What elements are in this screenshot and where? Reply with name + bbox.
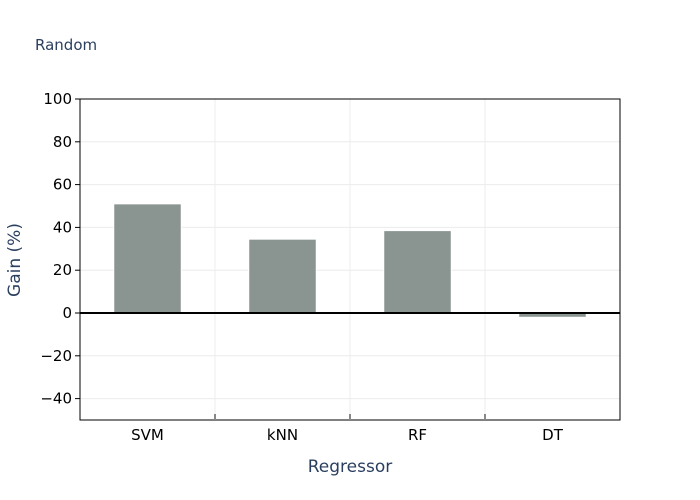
y-axis-title: Gain (%) <box>5 223 25 297</box>
y-tick-label: 40 <box>53 218 72 236</box>
x-axis-title: Regressor <box>308 457 392 477</box>
y-tick-label: −20 <box>40 347 72 365</box>
x-tick-label: DT <box>542 426 564 444</box>
bar-rf <box>383 230 452 314</box>
x-tick-label: RF <box>408 426 427 444</box>
bar-svm <box>113 203 182 314</box>
y-tick-label: 100 <box>43 90 72 108</box>
y-tick-label: 20 <box>53 261 72 279</box>
bars <box>113 203 587 318</box>
x-tick-label: SVM <box>131 426 164 444</box>
y-axis-ticks: −40 −20 0 20 40 60 80 100 <box>40 90 80 408</box>
x-tick-label: kNN <box>267 426 298 444</box>
x-axis-ticks: SVM kNN RF DT <box>131 414 564 444</box>
y-tick-label: 60 <box>53 176 72 194</box>
chart-title: Random <box>35 36 97 54</box>
y-tick-label: −40 <box>40 390 72 408</box>
y-tick-label: 0 <box>62 304 72 322</box>
bar-knn <box>248 238 317 314</box>
y-tick-label: 80 <box>53 133 72 151</box>
